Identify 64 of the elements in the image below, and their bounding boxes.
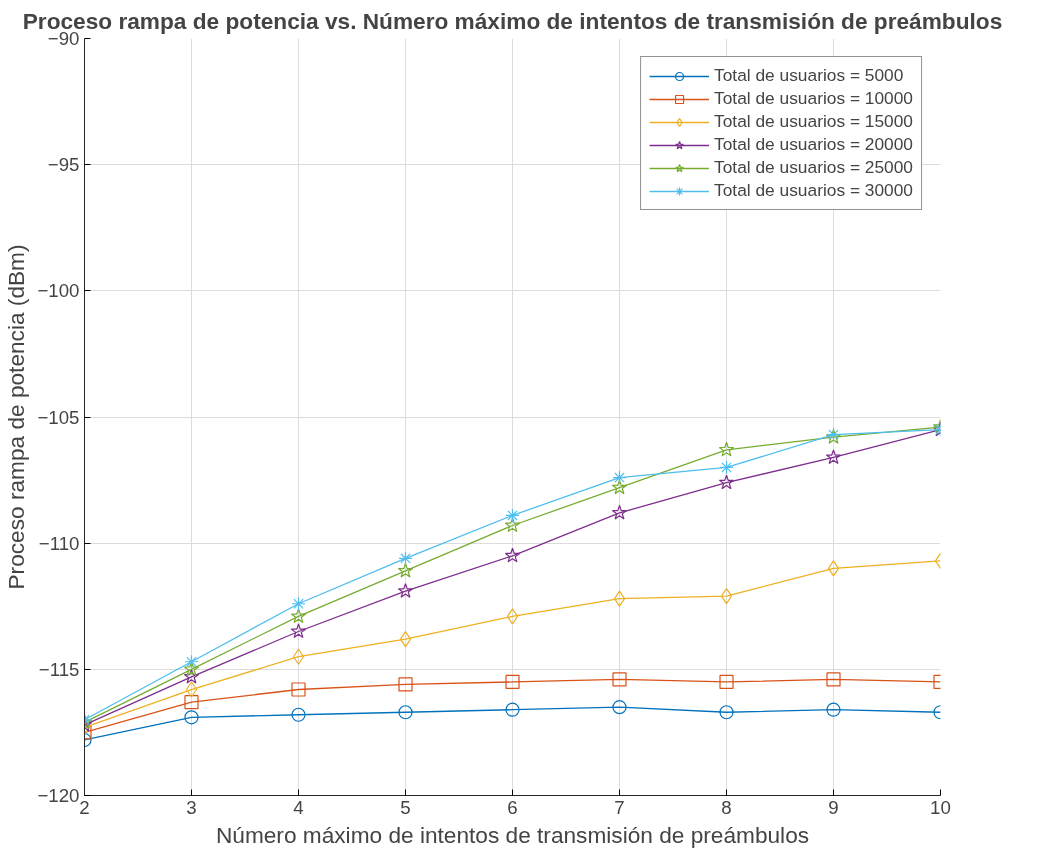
point (611, 479, 628, 495)
point (612, 672, 627, 687)
point (292, 648, 305, 665)
point (290, 623, 307, 639)
point (398, 705, 413, 720)
point (291, 682, 306, 697)
legend-label: Total de usuarios = 10000 (714, 88, 913, 109)
x-tick-label: 9 (828, 796, 839, 818)
point (719, 705, 734, 720)
x-tick-label: 2 (79, 796, 90, 818)
x-tick-label: 7 (614, 796, 625, 818)
point (719, 460, 734, 475)
point (398, 551, 413, 566)
point (291, 596, 306, 611)
point (183, 661, 200, 676)
point (719, 674, 734, 690)
x-tick-label: 3 (186, 796, 197, 818)
point (826, 702, 841, 717)
x-tick-label: 6 (507, 796, 518, 818)
point (504, 517, 521, 533)
point (398, 677, 413, 692)
point (826, 672, 841, 687)
legend-label: Total de usuarios = 5000 (714, 65, 904, 86)
point (718, 474, 735, 490)
point (720, 588, 733, 605)
point (185, 681, 198, 698)
point (825, 449, 842, 465)
legend-label: Total de usuarios = 15000 (714, 111, 913, 132)
y-tick-label: −105 (37, 406, 80, 428)
point (183, 668, 200, 684)
x-tick-label: 5 (400, 796, 411, 818)
point (505, 674, 520, 690)
x-axis-title: Número máximo de intentos de transmisión de preámbulos (215, 821, 810, 848)
point (397, 562, 414, 578)
point (611, 504, 628, 520)
x-tick-label: 10 (930, 796, 951, 818)
point (506, 608, 519, 625)
legend-label: Total de usuarios = 25000 (714, 157, 913, 178)
x-tick-label: 4 (293, 796, 304, 818)
legend-label: Total de usuarios = 30000 (714, 180, 913, 201)
y-tick-label: −100 (37, 280, 80, 302)
point (827, 560, 840, 577)
y-tick-label: −95 (47, 154, 80, 176)
point (399, 630, 412, 648)
y-tick-label: −115 (38, 658, 80, 680)
y-tick-label: −90 (47, 28, 80, 49)
point (612, 700, 627, 715)
point (505, 508, 520, 523)
point (184, 695, 199, 710)
point (290, 608, 307, 624)
point (505, 702, 520, 717)
point (613, 590, 626, 607)
y-axis-title: Proceso rampa de potencia (dBm) (3, 244, 30, 590)
x-tick-label: 8 (721, 796, 732, 818)
point (291, 707, 306, 722)
point (184, 654, 199, 669)
point (612, 470, 627, 485)
y-tick-label: −110 (38, 532, 80, 554)
legend-label: Total de usuarios = 20000 (714, 134, 913, 155)
point (504, 547, 521, 563)
point (184, 710, 199, 725)
point (397, 583, 414, 598)
point (718, 441, 735, 457)
y-tick-label: −120 (37, 785, 80, 806)
